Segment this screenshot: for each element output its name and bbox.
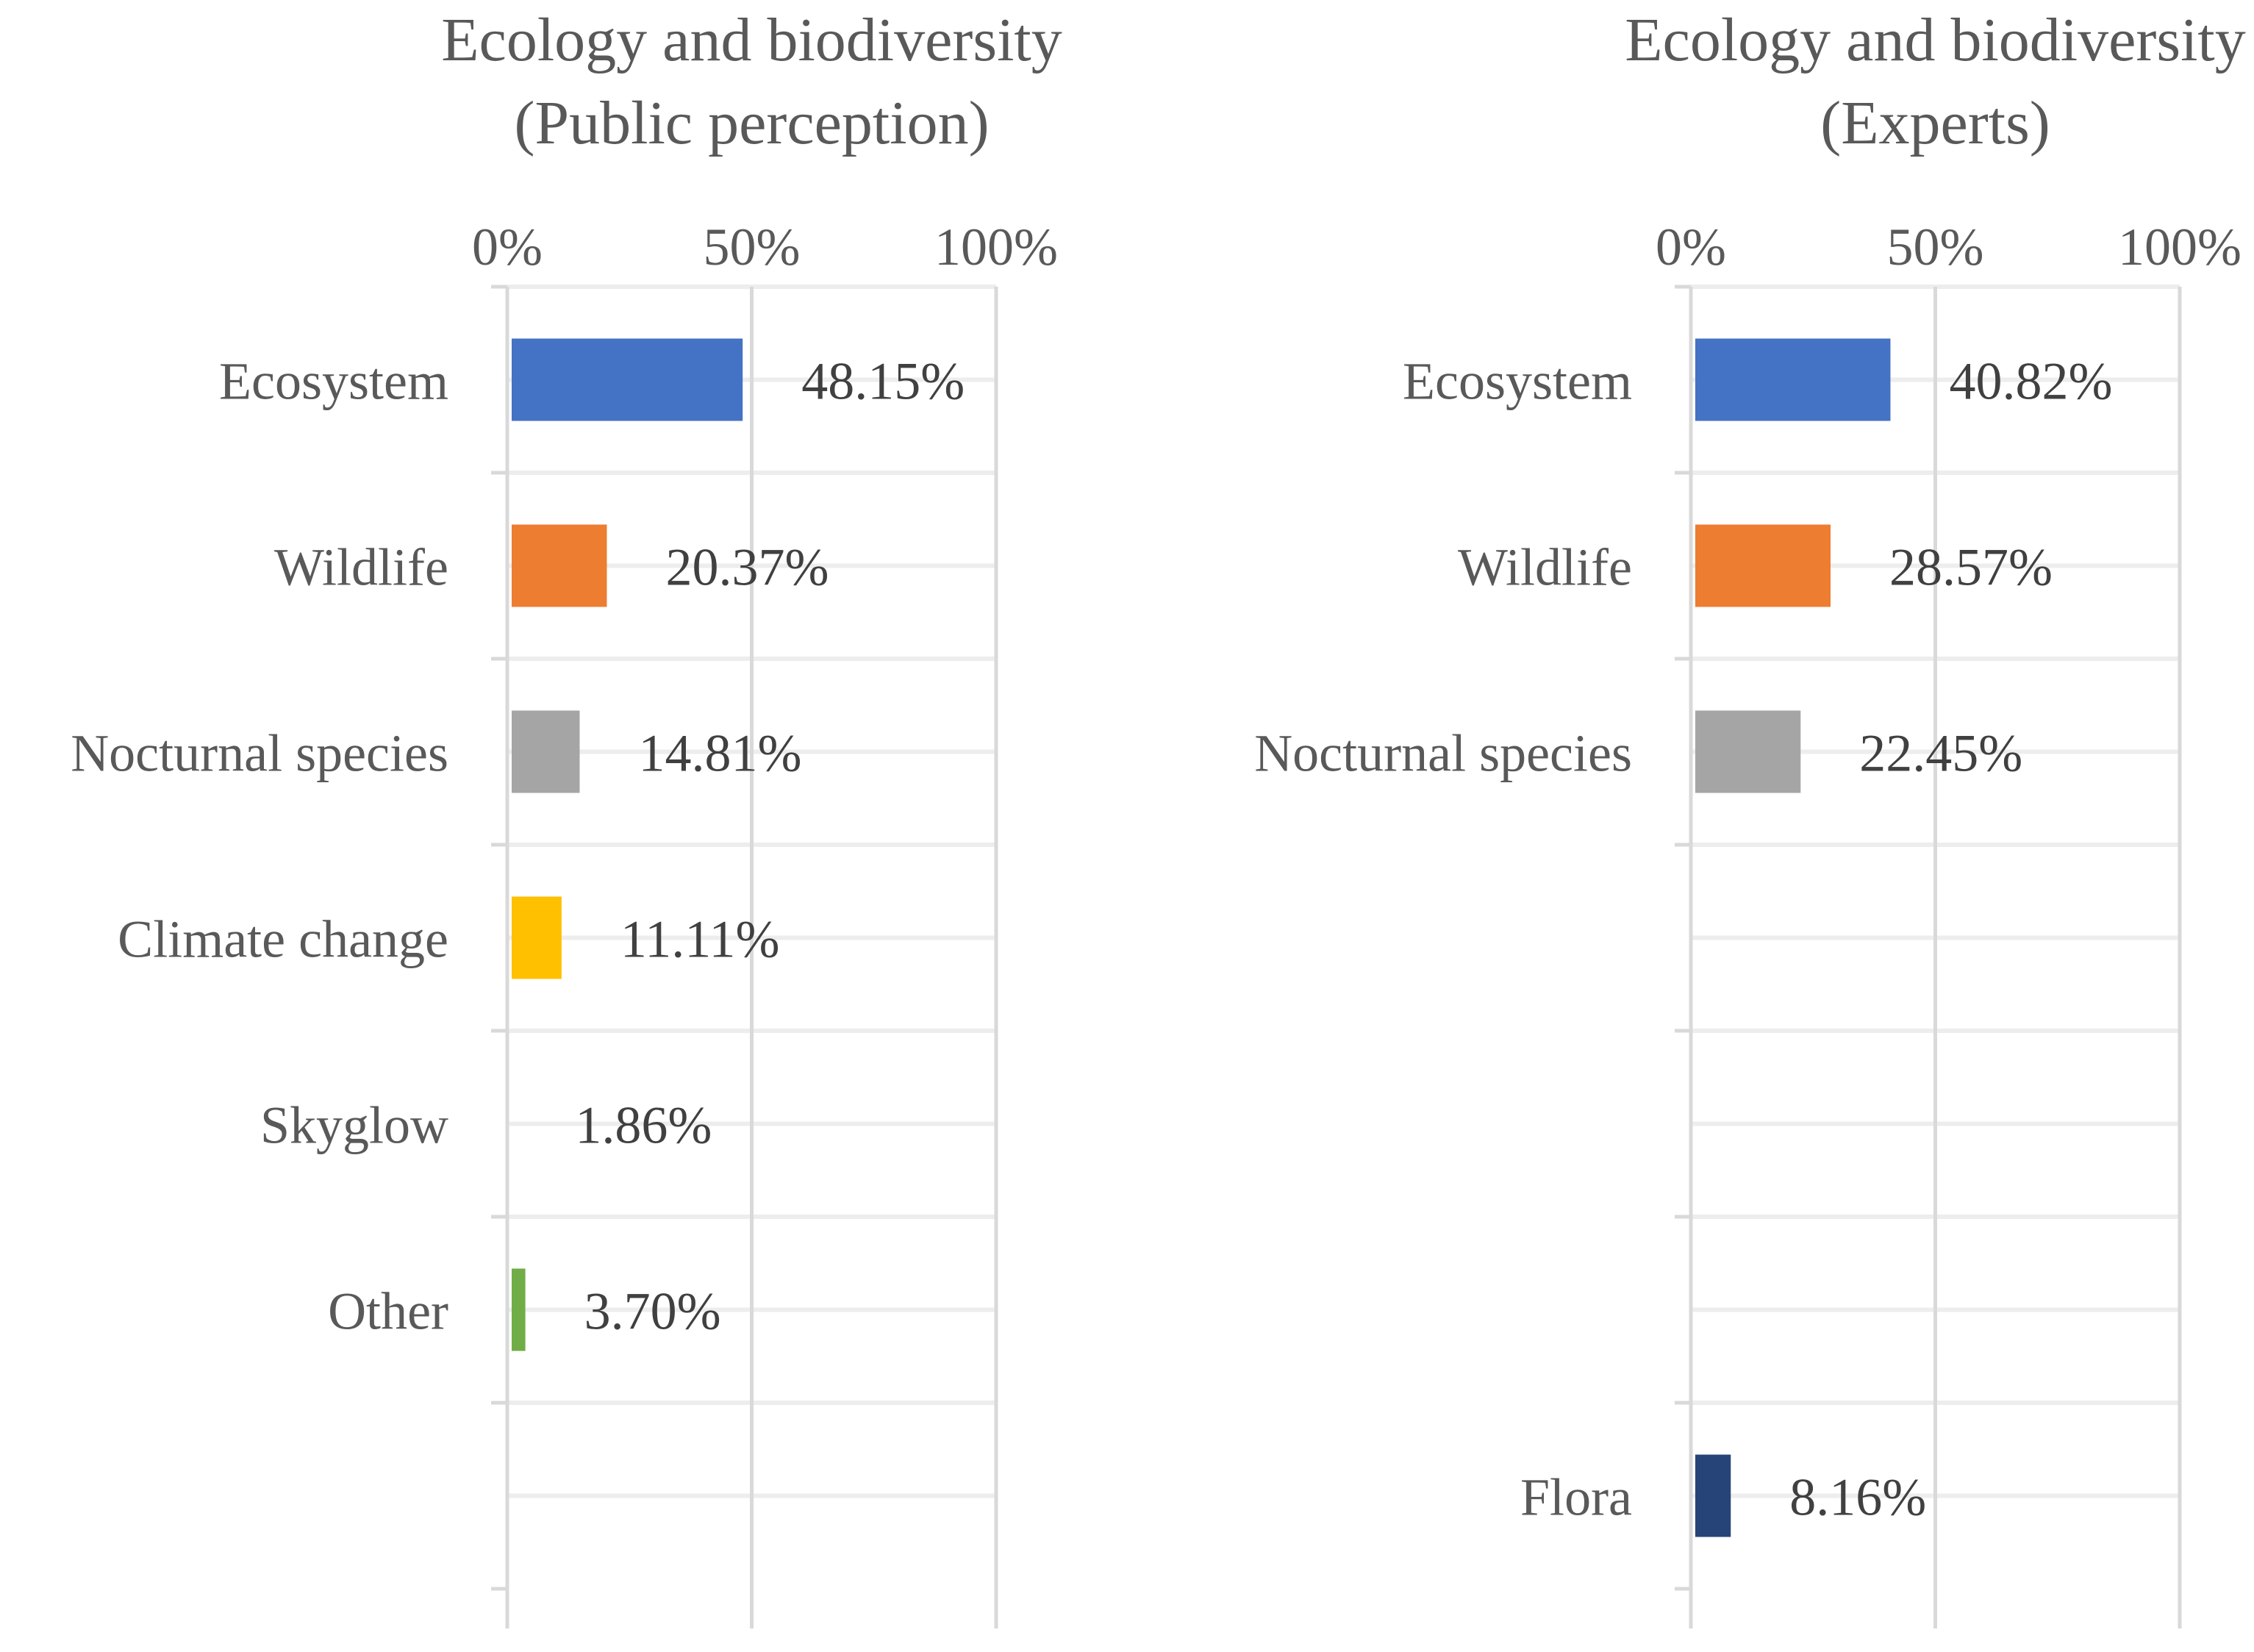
bar bbox=[512, 524, 607, 607]
x-tick-label: 0% bbox=[472, 218, 543, 276]
category-label: Nocturnal species bbox=[71, 724, 448, 783]
bar bbox=[512, 338, 743, 421]
x-tick-label: 100% bbox=[2118, 218, 2242, 276]
category-label: Wildlife bbox=[1458, 538, 1632, 597]
category-label: Ecosystem bbox=[219, 352, 448, 411]
bar bbox=[512, 896, 562, 979]
category-label: Nocturnal species bbox=[1254, 724, 1632, 783]
chart-title-line-2: (Public perception) bbox=[514, 89, 989, 157]
category-label: Climate change bbox=[118, 910, 448, 969]
category-label: Wildlife bbox=[274, 538, 448, 597]
x-tick-label: 50% bbox=[704, 218, 801, 276]
bar bbox=[1695, 710, 1801, 793]
data-label: 8.16% bbox=[1789, 1468, 1926, 1527]
data-label: 48.15% bbox=[801, 352, 965, 411]
x-tick-label: 0% bbox=[1656, 218, 1726, 276]
bar bbox=[1695, 524, 1831, 607]
data-label: 28.57% bbox=[1889, 538, 2053, 597]
data-label: 40.82% bbox=[1949, 352, 2112, 411]
bar bbox=[1695, 1454, 1731, 1537]
category-label: Other bbox=[328, 1282, 448, 1341]
bar bbox=[1695, 338, 1891, 421]
chart-title-line-1: Ecology and biodiversity bbox=[1625, 6, 2246, 74]
category-label: Skyglow bbox=[260, 1096, 448, 1155]
data-label: 11.11% bbox=[620, 910, 780, 969]
x-tick-label: 100% bbox=[934, 218, 1058, 276]
category-label: Flora bbox=[1520, 1468, 1632, 1527]
bar bbox=[512, 1268, 526, 1351]
data-label: 3.70% bbox=[584, 1282, 721, 1341]
chart-title-line-2: (Experts) bbox=[1820, 89, 2050, 157]
bar bbox=[512, 710, 580, 793]
data-label: 20.37% bbox=[665, 538, 829, 597]
data-label: 22.45% bbox=[1859, 724, 2022, 783]
category-label: Ecosystem bbox=[1403, 352, 1632, 411]
x-tick-label: 50% bbox=[1887, 218, 1984, 276]
data-label: 14.81% bbox=[638, 724, 801, 783]
chart-title-line-1: Ecology and biodiversity bbox=[441, 6, 1062, 74]
data-label: 1.86% bbox=[575, 1096, 712, 1155]
